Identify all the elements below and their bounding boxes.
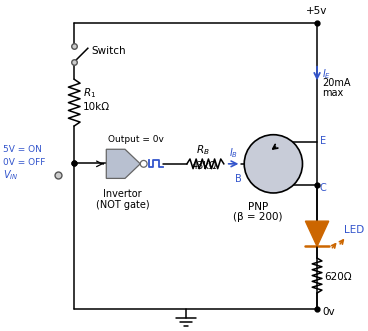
Text: C: C (320, 183, 327, 193)
Text: 0v: 0v (322, 307, 335, 317)
Circle shape (244, 135, 302, 193)
Text: 20mA: 20mA (322, 78, 350, 88)
Text: E: E (320, 136, 326, 147)
Circle shape (140, 161, 147, 167)
Text: Output = 0v: Output = 0v (108, 135, 164, 144)
Text: Invertor: Invertor (103, 189, 142, 199)
Text: B: B (234, 174, 241, 184)
Text: LED: LED (344, 225, 365, 235)
Text: 10kΩ: 10kΩ (83, 102, 110, 112)
Polygon shape (106, 149, 140, 178)
Polygon shape (305, 221, 329, 246)
Text: $I_B$: $I_B$ (229, 146, 238, 160)
Text: Switch: Switch (92, 46, 126, 56)
Text: max: max (322, 88, 343, 98)
Text: (β = 200): (β = 200) (233, 212, 283, 222)
Text: 620Ω: 620Ω (324, 272, 351, 282)
Text: $V_{IN}$: $V_{IN}$ (3, 168, 19, 182)
Text: 5V = ON: 5V = ON (3, 145, 42, 154)
Text: PNP: PNP (248, 202, 268, 212)
Text: $R_1$: $R_1$ (83, 86, 96, 100)
Text: +5v: +5v (307, 6, 328, 16)
Text: 0V = OFF: 0V = OFF (3, 158, 46, 167)
Text: 43kΩ: 43kΩ (192, 161, 217, 171)
Text: $I_E$: $I_E$ (322, 67, 331, 80)
Text: $R_B$: $R_B$ (196, 143, 209, 157)
Text: (NOT gate): (NOT gate) (96, 200, 150, 210)
